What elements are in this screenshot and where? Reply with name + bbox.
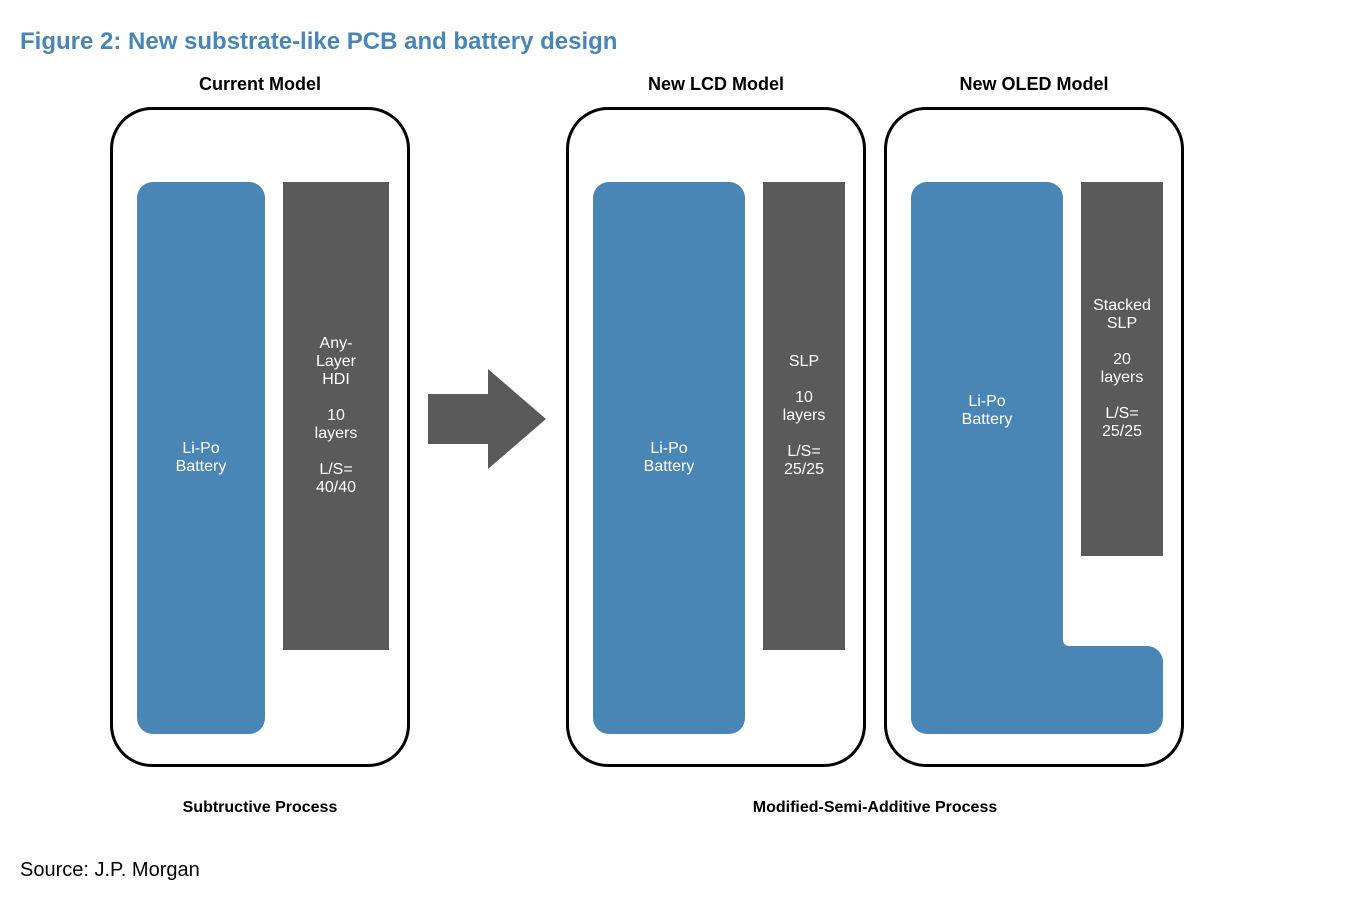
pcb-current-line3: L/S= 40/40: [316, 461, 356, 497]
pcb-oled-line1: Stacked SLP: [1093, 297, 1151, 333]
pcb-current-line2: 10 layers: [315, 407, 358, 443]
model-oled: New OLED Model Li-PoBattery Stacked SLP …: [884, 74, 1184, 767]
pcb-lcd: SLP 10 layers L/S= 25/25: [763, 182, 845, 650]
model-current-header: Current Model: [199, 74, 321, 95]
pcb-lcd-line1: SLP: [789, 353, 819, 371]
process-right: Modified-Semi-Additive Process: [566, 799, 1184, 817]
svg-text:Li-PoBattery: Li-PoBattery: [962, 393, 1013, 428]
battery-current: Li-Po Battery: [137, 182, 265, 734]
pcb-lcd-line2: 10 layers: [783, 389, 826, 425]
diagram-row: Current Model Li-Po Battery Any- Layer H…: [110, 74, 1340, 767]
model-oled-header: New OLED Model: [959, 74, 1108, 95]
pcb-lcd-line3: L/S= 25/25: [784, 443, 824, 479]
pcb-oled-line3: L/S= 25/25: [1102, 405, 1142, 441]
phone-current: Li-Po Battery Any- Layer HDI 10 layers L…: [110, 107, 410, 767]
model-lcd-header: New LCD Model: [648, 74, 784, 95]
source-line: Source: J.P. Morgan: [20, 859, 1340, 882]
pcb-current-line1: Any- Layer HDI: [316, 335, 356, 389]
figure-title: Figure 2: New substrate-like PCB and bat…: [20, 28, 1340, 56]
arrow: [428, 74, 548, 764]
model-lcd: New LCD Model Li-Po Battery SLP 10 layer…: [566, 74, 866, 767]
process-row: Subtructive Process Modified-Semi-Additi…: [110, 799, 1340, 817]
model-current: Current Model Li-Po Battery Any- Layer H…: [110, 74, 410, 767]
pcb-oled-line2: 20 layers: [1101, 351, 1144, 387]
pcb-oled: Stacked SLP 20 layers L/S= 25/25: [1081, 182, 1163, 556]
process-left: Subtructive Process: [110, 799, 410, 817]
arrow-icon: [428, 364, 548, 474]
battery-lcd: Li-Po Battery: [593, 182, 745, 734]
pcb-current: Any- Layer HDI 10 layers L/S= 40/40: [283, 182, 389, 650]
phone-oled: Li-PoBattery Stacked SLP 20 layers L/S= …: [884, 107, 1184, 767]
phone-lcd: Li-Po Battery SLP 10 layers L/S= 25/25: [566, 107, 866, 767]
